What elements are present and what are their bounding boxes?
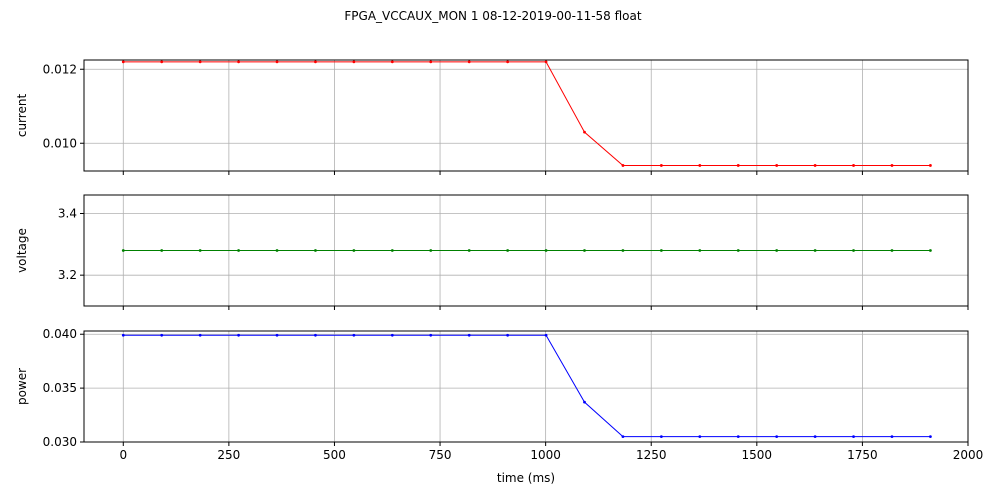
data-point: [352, 60, 356, 64]
data-point: [314, 333, 317, 337]
data-point: [467, 333, 471, 337]
x-tick-label: 1000: [530, 448, 561, 462]
data-point: [929, 249, 932, 252]
data-point: [390, 333, 394, 337]
x-tick-label: 1250: [636, 448, 667, 462]
x-tick-label: 500: [323, 448, 346, 462]
y-axis-label: power: [15, 368, 29, 405]
data-point: [198, 249, 202, 252]
data-point: [852, 164, 855, 167]
data-point: [736, 435, 740, 439]
data-point: [160, 60, 164, 64]
data-point: [890, 164, 894, 167]
y-tick-label: 0.012: [43, 62, 77, 76]
data-point: [583, 400, 586, 404]
data-point: [544, 60, 548, 64]
data-point: [314, 249, 317, 252]
data-point: [813, 249, 817, 252]
data-point: [621, 164, 625, 167]
data-point: [852, 249, 855, 252]
plot-frame: [83, 59, 969, 172]
data-point: [352, 333, 356, 337]
series-line-power: [123, 334, 931, 438]
subplot-current: 0.010 0.012 current: [15, 59, 969, 175]
data-point: [429, 60, 433, 64]
data-point: [198, 60, 202, 64]
data-point: [698, 435, 702, 439]
x-axis-label: time (ms): [497, 471, 555, 485]
data-point: [736, 249, 740, 252]
data-point: [160, 333, 164, 337]
x-tick-label: 2000: [953, 448, 984, 462]
plot-frame: [83, 330, 969, 443]
subplots: 0.010 0.012 current 3.2 3.4 voltage 0 250 500 750…: [15, 59, 983, 485]
data-point: [467, 60, 471, 64]
data-point: [237, 60, 240, 64]
x-tick-label: 0: [119, 448, 127, 462]
figure-title: FPGA_VCCAUX_MON 1 08-12-2019-00-11-58 fl…: [344, 9, 641, 23]
data-point: [352, 249, 356, 252]
data-point: [121, 60, 125, 64]
data-point: [583, 130, 586, 134]
data-point: [275, 60, 279, 64]
y-axis-label: current: [15, 94, 29, 138]
y-tick-label: 3.2: [58, 268, 77, 282]
data-point: [929, 164, 932, 167]
data-point: [237, 333, 240, 337]
data-point: [390, 249, 394, 252]
data-point: [813, 164, 817, 167]
data-point: [429, 249, 433, 252]
plot-frame: [83, 194, 969, 307]
data-point: [390, 60, 394, 64]
data-point: [698, 164, 702, 167]
data-point: [506, 249, 510, 252]
data-point: [237, 249, 240, 252]
data-point: [583, 249, 586, 252]
data-point: [506, 333, 510, 337]
data-point: [736, 164, 740, 167]
data-point: [544, 249, 548, 252]
data-point: [659, 435, 663, 439]
data-point: [890, 435, 894, 439]
data-point: [429, 333, 433, 337]
y-tick-label: 3.4: [58, 207, 77, 221]
subplot-voltage: 3.2 3.4 voltage: [15, 194, 969, 310]
data-point: [659, 164, 663, 167]
x-tick-label: 1750: [847, 448, 878, 462]
data-point: [852, 435, 855, 439]
data-point: [813, 435, 817, 439]
data-point: [775, 164, 779, 167]
data-point: [275, 249, 279, 252]
data-point: [775, 435, 779, 439]
x-tick-label: 1500: [742, 448, 773, 462]
series-line-current: [123, 61, 931, 166]
data-point: [775, 249, 779, 252]
data-point: [467, 249, 471, 252]
x-tick-label: 750: [429, 448, 452, 462]
data-point: [506, 60, 510, 64]
data-point: [314, 60, 317, 64]
data-point: [198, 333, 202, 337]
data-point: [890, 249, 894, 252]
data-point: [121, 333, 125, 337]
y-tick-label: 0.040: [43, 327, 77, 341]
data-point: [659, 249, 663, 252]
data-point: [621, 435, 625, 439]
subplot-power: 0 250 500 750 1000 1250 1500 1750 2000 0.030 0.035…: [15, 327, 983, 485]
x-tick-label: 250: [217, 448, 240, 462]
data-point: [275, 333, 279, 337]
data-point: [698, 249, 702, 252]
data-point: [121, 249, 125, 252]
y-tick-label: 0.030: [43, 435, 77, 449]
data-point: [544, 333, 548, 337]
data-point: [929, 435, 932, 439]
data-point: [160, 249, 164, 252]
data-point: [621, 249, 625, 252]
y-tick-label: 0.010: [43, 136, 77, 150]
y-axis-label: voltage: [15, 228, 29, 273]
y-tick-label: 0.035: [43, 381, 77, 395]
